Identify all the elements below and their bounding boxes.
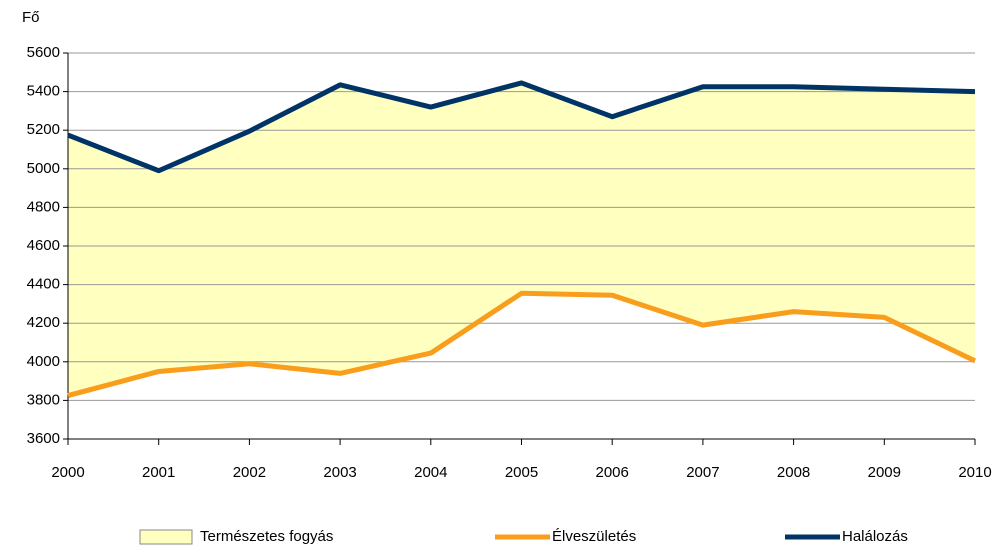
y-axis-label: Fő — [22, 9, 40, 26]
y-tick-label: 5000 — [27, 160, 60, 177]
y-tick-label: 3800 — [27, 391, 60, 408]
x-tick-label: 2002 — [233, 464, 266, 481]
y-tick-label: 4400 — [27, 276, 60, 293]
y-tick-label: 4200 — [27, 314, 60, 331]
legend-label: Élveszületés — [552, 528, 636, 545]
y-tick-label: 4800 — [27, 198, 60, 215]
y-tick-label: 5200 — [27, 121, 60, 138]
x-tick-label: 2001 — [142, 464, 175, 481]
y-tick-label: 4600 — [27, 237, 60, 254]
y-tick-label: 3600 — [27, 430, 60, 447]
x-tick-label: 2003 — [323, 464, 356, 481]
line — [67, 80, 976, 174]
y-tick-label: 5400 — [27, 83, 60, 100]
legend-swatch — [139, 529, 193, 545]
line — [67, 290, 977, 398]
x-tick-label: 2007 — [686, 464, 719, 481]
legend-label: Természetes fogyás — [200, 528, 333, 545]
legend-label: Halálozás — [842, 528, 908, 545]
y-tick-label: 4000 — [27, 353, 60, 370]
x-tick-label: 2010 — [958, 464, 991, 481]
x-tick-label: 2005 — [505, 464, 538, 481]
y-tick-label: 5600 — [27, 44, 60, 61]
x-tick-label: 2000 — [51, 464, 84, 481]
x-tick-label: 2009 — [868, 464, 901, 481]
x-tick-label: 2006 — [596, 464, 629, 481]
x-tick-label: 2004 — [414, 464, 447, 481]
x-tick-label: 2008 — [777, 464, 810, 481]
